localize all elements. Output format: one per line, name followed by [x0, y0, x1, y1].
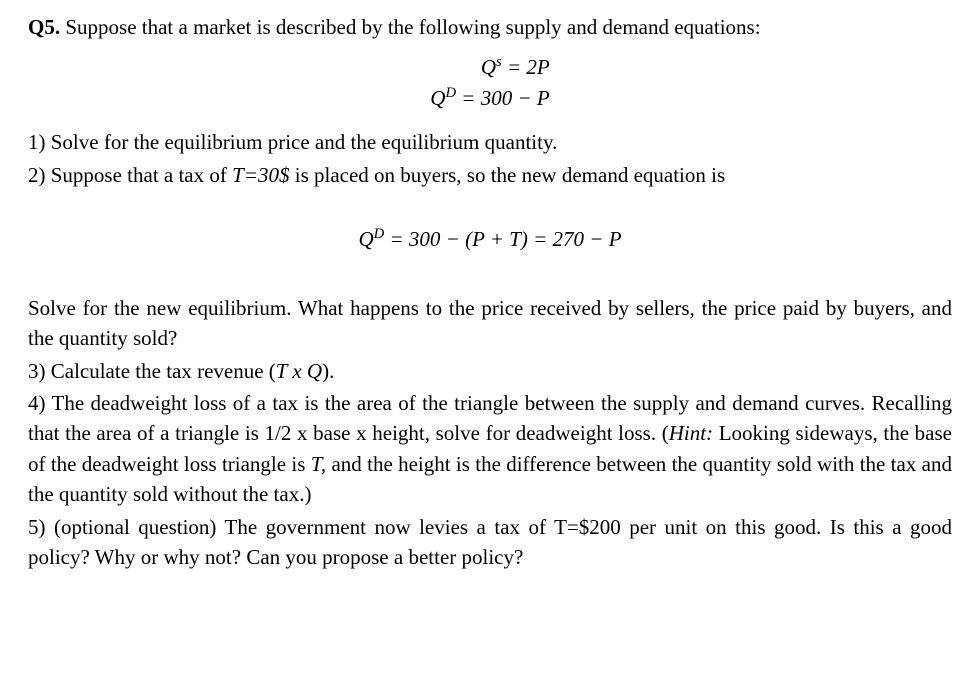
- part-3-text-b: ).: [322, 359, 334, 383]
- tax-expression: T=30$: [232, 163, 289, 187]
- eq-sign-2: =: [528, 227, 553, 251]
- supply-equation: Qs = 2P: [430, 52, 549, 82]
- part-1: 1) Solve for the equilibrium price and t…: [28, 127, 952, 157]
- part-3: 3) Calculate the tax revenue (T x Q).: [28, 356, 952, 386]
- equation-block-supply-demand: Qs = 2P QD = 300 − P: [28, 52, 952, 113]
- question-intro: Q5. Suppose that a market is described b…: [28, 12, 952, 42]
- spacer: [28, 192, 952, 214]
- superscript-D: D: [374, 226, 385, 242]
- hint-label: Hint:: [669, 421, 713, 445]
- part-2-followup: Solve for the new equilibrium. What happ…: [28, 293, 952, 354]
- mid-expression: 300 − (P + T): [409, 227, 528, 251]
- demand-equation: QD = 300 − P: [430, 83, 549, 113]
- var-Q: Q: [358, 227, 373, 251]
- spacer: [28, 269, 952, 291]
- rhs-270-minus-P: 270 − P: [553, 227, 622, 251]
- var-Q: Q: [481, 55, 496, 79]
- part-5: 5) (optional question) The government no…: [28, 512, 952, 573]
- equation-block-new-demand: QD = 300 − (P + T) = 270 − P: [28, 224, 952, 254]
- rhs-300-minus-P: 300 − P: [481, 86, 550, 110]
- eq-sign: =: [502, 55, 527, 79]
- tax-revenue-expression: T x Q: [276, 359, 322, 383]
- superscript-D: D: [445, 85, 456, 101]
- eq-sign: =: [384, 227, 409, 251]
- page: Q5. Suppose that a market is described b…: [0, 0, 980, 595]
- intro-text: Suppose that a market is described by th…: [60, 15, 760, 39]
- var-Q: Q: [430, 86, 445, 110]
- var-T: T,: [311, 452, 326, 476]
- rhs-2P: 2P: [526, 55, 549, 79]
- part-2: 2) Suppose that a tax of T=30$ is placed…: [28, 160, 952, 190]
- question-label: Q5.: [28, 15, 60, 39]
- part-4: 4) The deadweight loss of a tax is the a…: [28, 388, 952, 510]
- part-2-text-a: 2) Suppose that a tax of: [28, 163, 232, 187]
- part-2-text-b: is placed on buyers, so the new demand e…: [289, 163, 725, 187]
- part-3-text-a: 3) Calculate the tax revenue (: [28, 359, 276, 383]
- eq-sign: =: [456, 86, 481, 110]
